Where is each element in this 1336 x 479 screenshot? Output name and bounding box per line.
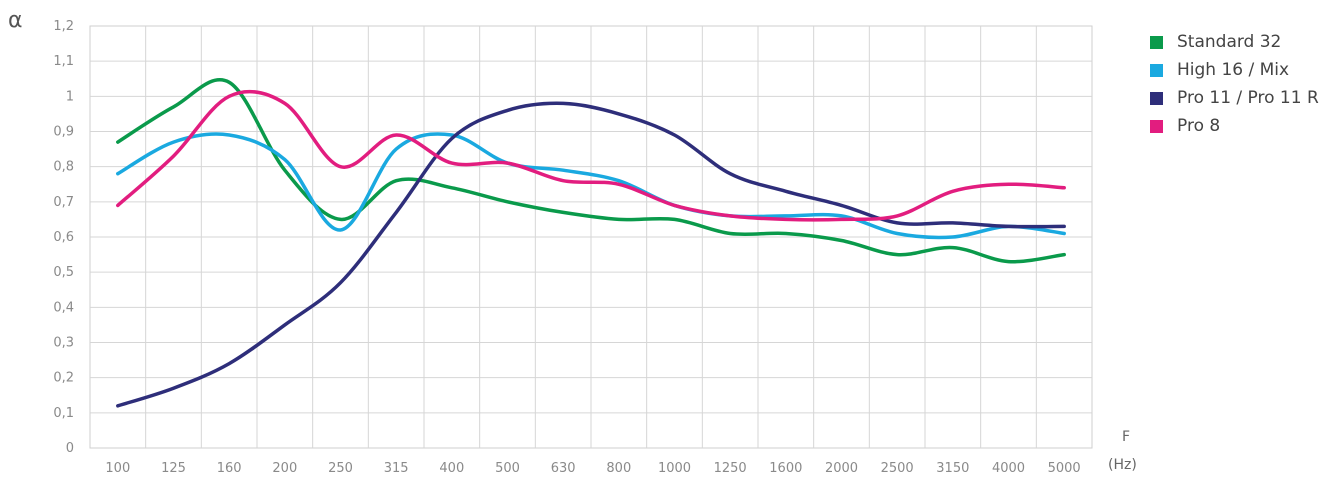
x-tick-label: 1250 <box>714 461 747 476</box>
x-tick-label: 1600 <box>769 461 802 476</box>
y-tick-label: 0,1 <box>53 406 74 421</box>
y-tick-label: 0,4 <box>53 300 74 315</box>
legend-swatch <box>1150 63 1163 77</box>
series-line-0 <box>116 78 1066 264</box>
x-tick-label: 125 <box>161 461 186 476</box>
y-tick-label: 0,7 <box>53 195 74 210</box>
y-tick-label: 0,6 <box>53 230 74 245</box>
legend-item: High 16 / Mix <box>1150 56 1319 84</box>
chart-grid <box>89 25 1093 449</box>
y-tick-label: 0,5 <box>53 265 74 280</box>
x-tick-label: 4000 <box>992 461 1025 476</box>
series-line-2 <box>116 101 1066 408</box>
x-tick-label: 200 <box>272 461 297 476</box>
y-tick-label: 1 <box>66 89 74 104</box>
x-tick-label: 315 <box>384 461 409 476</box>
x-axis-unit: (Hz) <box>1108 457 1137 473</box>
x-tick-label: 2500 <box>881 461 914 476</box>
x-tick-label: 5000 <box>1048 461 1081 476</box>
y-tick-label: 1,1 <box>53 54 74 69</box>
legend-item: Standard 32 <box>1150 28 1319 56</box>
legend-swatch <box>1150 91 1163 105</box>
legend-label: High 16 / Mix <box>1177 60 1290 80</box>
x-tick-label: 400 <box>439 461 464 476</box>
y-tick-label: 0,8 <box>53 160 74 175</box>
y-tick-label: 0,3 <box>53 336 74 351</box>
series-line-3 <box>116 89 1066 222</box>
y-axis-label: α <box>8 8 23 33</box>
chart-series <box>116 78 1066 408</box>
legend-label: Pro 11 / Pro 11 R <box>1177 88 1319 108</box>
legend-item: Pro 11 / Pro 11 R <box>1150 84 1319 112</box>
y-tick-label: 0,2 <box>53 371 74 386</box>
x-tick-label: 630 <box>551 461 576 476</box>
x-axis-ticks: 100 125 160 200 250 315 400 500 630 800 1000 1250 16… <box>105 461 1080 476</box>
x-tick-label: 2000 <box>825 461 858 476</box>
x-tick-label: 250 <box>328 461 353 476</box>
x-tick-label: 100 <box>105 461 130 476</box>
x-tick-label: 1000 <box>658 461 691 476</box>
x-tick-label: 500 <box>495 461 520 476</box>
legend-item: Pro 8 <box>1150 112 1319 140</box>
legend-swatch <box>1150 119 1163 133</box>
x-tick-label: 800 <box>606 461 631 476</box>
y-tick-label: 1,2 <box>53 19 74 34</box>
series-line-1 <box>116 132 1066 240</box>
x-axis-label: F <box>1122 429 1130 445</box>
chart-legend: Standard 32 High 16 / Mix Pro 11 / Pro 11 … <box>1150 28 1319 140</box>
x-tick-label: 160 <box>217 461 242 476</box>
legend-label: Standard 32 <box>1177 32 1282 52</box>
y-tick-label: 0 <box>66 441 74 456</box>
x-tick-label: 3150 <box>936 461 969 476</box>
y-tick-label: 0,9 <box>53 125 74 140</box>
y-axis-ticks: 0 0,1 0,2 0,3 0,4 0,5 0,6 0,7 0,8 0,9 1 1,1 1,2 <box>53 19 74 456</box>
legend-label: Pro 8 <box>1177 116 1221 136</box>
legend-swatch <box>1150 35 1163 49</box>
